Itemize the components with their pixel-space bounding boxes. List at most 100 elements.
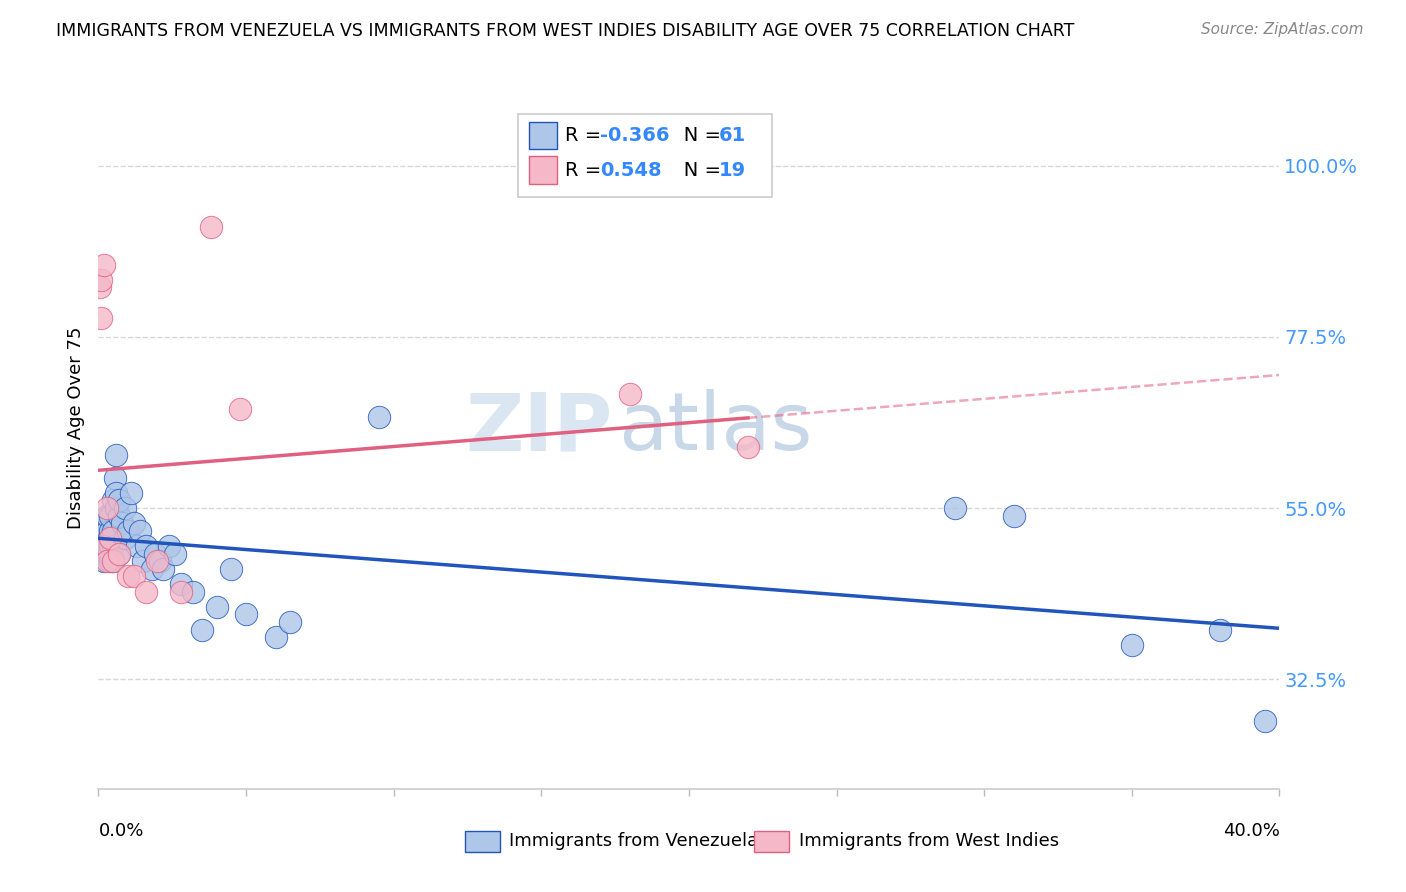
Point xyxy=(135,539,157,553)
Point xyxy=(368,409,391,424)
Point xyxy=(205,599,228,614)
Point xyxy=(97,547,120,561)
Point xyxy=(98,554,121,568)
Point xyxy=(1121,638,1143,652)
Point xyxy=(165,547,187,561)
Point xyxy=(117,524,139,538)
Point xyxy=(143,547,166,561)
Point xyxy=(122,516,145,531)
Point xyxy=(117,569,139,583)
Text: N =: N = xyxy=(665,126,727,145)
Point xyxy=(91,539,114,553)
Text: IMMIGRANTS FROM VENEZUELA VS IMMIGRANTS FROM WEST INDIES DISABILITY AGE OVER 75 : IMMIGRANTS FROM VENEZUELA VS IMMIGRANTS … xyxy=(56,22,1074,40)
Point xyxy=(943,501,966,516)
Point xyxy=(103,554,125,568)
Point xyxy=(141,562,163,576)
Text: 61: 61 xyxy=(718,126,745,145)
Text: ZIP: ZIP xyxy=(465,389,612,467)
Text: 0.548: 0.548 xyxy=(600,161,662,179)
Point xyxy=(103,539,125,553)
Point xyxy=(97,532,120,546)
Point xyxy=(103,554,125,568)
Point xyxy=(96,508,118,523)
Point xyxy=(108,493,131,508)
Point xyxy=(91,524,114,538)
FancyBboxPatch shape xyxy=(464,830,501,852)
Point xyxy=(235,607,257,622)
Point xyxy=(152,562,174,576)
Text: N =: N = xyxy=(665,161,727,179)
Point xyxy=(105,485,128,500)
Point xyxy=(280,615,302,629)
Point xyxy=(135,584,157,599)
Point xyxy=(91,539,114,553)
FancyBboxPatch shape xyxy=(754,830,789,852)
Point xyxy=(1254,714,1277,728)
Point xyxy=(181,584,204,599)
Point xyxy=(108,547,131,561)
Text: -0.366: -0.366 xyxy=(600,126,669,145)
Point xyxy=(89,280,111,294)
FancyBboxPatch shape xyxy=(530,156,557,184)
Text: 19: 19 xyxy=(718,161,745,179)
FancyBboxPatch shape xyxy=(530,122,557,149)
Point xyxy=(200,219,222,234)
Point xyxy=(93,554,115,568)
Point xyxy=(170,584,193,599)
Point xyxy=(221,562,243,576)
Point xyxy=(120,485,142,500)
Point xyxy=(108,547,131,561)
Point xyxy=(96,554,118,568)
Point xyxy=(93,539,115,553)
Point xyxy=(191,623,214,637)
Text: Immigrants from Venezuela: Immigrants from Venezuela xyxy=(509,832,759,850)
Point xyxy=(125,539,148,553)
Point xyxy=(146,554,169,568)
Point xyxy=(98,524,121,538)
FancyBboxPatch shape xyxy=(517,114,772,197)
Text: 40.0%: 40.0% xyxy=(1223,822,1279,840)
Point xyxy=(1209,623,1232,637)
Text: R =: R = xyxy=(565,126,607,145)
Point xyxy=(96,501,118,516)
Point xyxy=(98,532,121,546)
Point xyxy=(104,470,127,484)
Point xyxy=(98,539,121,553)
Point xyxy=(114,532,136,546)
Point xyxy=(619,387,641,401)
Point xyxy=(94,532,117,546)
Text: R =: R = xyxy=(565,161,607,179)
Point xyxy=(90,532,112,546)
Point xyxy=(149,554,172,568)
Text: Source: ZipAtlas.com: Source: ZipAtlas.com xyxy=(1201,22,1364,37)
Y-axis label: Disability Age Over 75: Disability Age Over 75 xyxy=(66,326,84,530)
Point xyxy=(103,493,125,508)
Point xyxy=(170,577,193,591)
Point xyxy=(103,524,125,538)
Point xyxy=(737,440,759,454)
Point xyxy=(90,539,112,553)
Point xyxy=(122,569,145,583)
Point xyxy=(111,516,134,531)
Point xyxy=(96,539,118,553)
Point xyxy=(105,501,128,516)
Point xyxy=(229,402,252,417)
Point xyxy=(96,547,118,561)
Text: atlas: atlas xyxy=(619,389,813,467)
Point xyxy=(105,448,128,462)
Point xyxy=(132,554,155,568)
Text: Immigrants from West Indies: Immigrants from West Indies xyxy=(799,832,1059,850)
Point xyxy=(96,524,118,538)
Point xyxy=(264,630,287,644)
Point xyxy=(90,547,112,561)
Point xyxy=(100,532,122,546)
Point xyxy=(157,539,180,553)
Point xyxy=(128,524,150,538)
Point xyxy=(114,501,136,516)
Point xyxy=(93,524,115,538)
Point xyxy=(90,310,112,325)
Point xyxy=(1002,508,1025,523)
Text: 0.0%: 0.0% xyxy=(98,822,143,840)
Point xyxy=(90,273,112,287)
Point xyxy=(108,508,131,523)
